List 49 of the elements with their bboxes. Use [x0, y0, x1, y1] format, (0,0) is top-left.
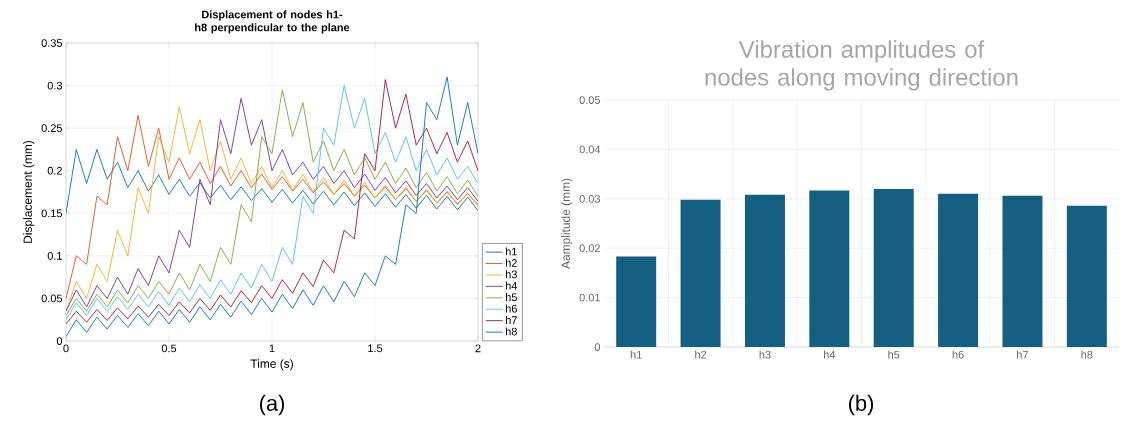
- bar: [938, 193, 979, 347]
- y-tick-label: 0.1: [47, 251, 62, 260]
- legend-label: h7: [505, 315, 517, 324]
- x-tick-label: h3: [759, 350, 771, 359]
- y-tick-label: 0.03: [579, 194, 601, 203]
- x-tick-label: 1: [269, 344, 275, 353]
- legend-label: h6: [505, 304, 517, 313]
- y-tick-label: 0.05: [579, 96, 601, 104]
- x-tick-label: h4: [824, 350, 836, 359]
- x-tick-label: h1: [630, 350, 642, 359]
- y-tick-label: 0.05: [41, 294, 63, 303]
- bar: [809, 190, 850, 347]
- x-tick-label: h7: [1017, 350, 1028, 359]
- y-tick-label: 0.25: [41, 124, 63, 133]
- chart-title: Vibration amplitudes of nodes along moving direction: [705, 40, 1018, 91]
- x-tick-label: h8: [1081, 350, 1093, 359]
- bar: [616, 256, 657, 347]
- y-tick-label: 0.35: [41, 39, 63, 47]
- y-tick-label: 0: [56, 337, 63, 345]
- y-tick-label: 0.2: [47, 166, 62, 175]
- y-tick-label: 0.15: [41, 209, 63, 218]
- x-tick-label: h6: [952, 350, 964, 359]
- x-tick-label: h2: [695, 350, 707, 359]
- bar: [680, 199, 721, 347]
- y-axis-title: Displacement (mm): [23, 140, 35, 243]
- bar: [744, 194, 785, 347]
- x-tick-label: h5: [888, 350, 900, 359]
- x-tick-label: 2: [475, 344, 481, 353]
- y-axis-title: Aamplitude (mm): [561, 178, 573, 269]
- bar: [1066, 205, 1107, 347]
- y-tick-label: 0.04: [579, 145, 601, 154]
- legend-label: h2: [505, 258, 517, 267]
- legend-label: h8: [505, 327, 517, 336]
- x-tick-label: 0: [63, 344, 69, 353]
- legend-label: h3: [505, 270, 517, 279]
- text: (b): [848, 394, 874, 416]
- bar: [1002, 195, 1043, 347]
- legend-label: h1: [505, 247, 517, 256]
- text: (a): [259, 394, 285, 416]
- legend-label: h5: [505, 293, 517, 302]
- legend-label: h4: [505, 281, 518, 290]
- x-axis-title: Time (s): [250, 359, 293, 371]
- x-tick-label: 0.5: [161, 344, 177, 353]
- y-tick-label: 0.3: [47, 81, 62, 90]
- chart-title: Displacement of nodes h1-h8 perpendicular to the plane: [195, 10, 350, 34]
- x-tick-label: 1.5: [368, 344, 383, 353]
- y-tick-label: 0.02: [579, 244, 600, 253]
- bar: [873, 188, 914, 347]
- y-tick-label: 0.01: [579, 293, 600, 302]
